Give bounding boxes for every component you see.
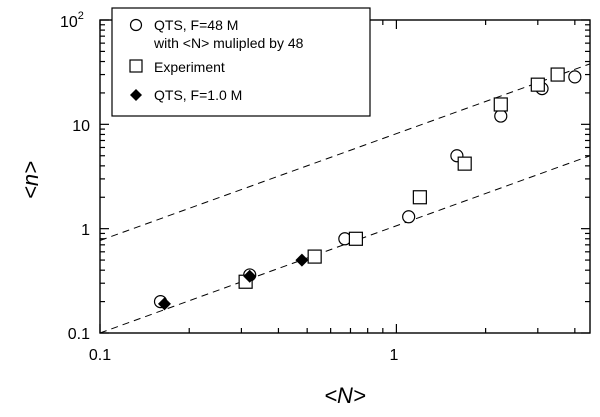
dashed-reference-line-1 [99,155,591,334]
point-qts-1 [157,297,171,311]
y-tick-label-100: 102 [60,10,84,31]
y-tick-label-100-base: 10 [60,14,78,31]
legend-box [111,7,371,117]
point-experiment [457,156,472,171]
x-tick-label-1: 1 [390,347,399,364]
y-tick-label-10: 10 [72,118,90,135]
legend-marker-square [129,59,143,73]
point-experiment [348,231,363,246]
x-axis-label: <N> [324,383,366,408]
reference-lines [99,63,591,334]
y-tick-label-100-exponent: 2 [78,10,84,22]
x-tick-label-0.1: 0.1 [89,347,111,364]
point-qts-1 [295,253,309,267]
legend-label-experiment: Experiment [154,59,225,75]
legend-marker-circle [129,18,143,32]
legend-label-qts-48-line2: with <N> mulipled by 48 [153,35,304,51]
data-points [153,67,582,311]
point-qts-48 [494,109,508,123]
point-experiment [550,67,565,82]
legend-label-qts-1: QTS, F=1.0 M [154,87,242,103]
point-experiment [530,77,545,92]
point-experiment [307,249,322,264]
legend-label-qts-48: QTS, F=48 M [154,17,238,33]
legend: QTS, F=48 M with <N> mulipled by 48 Expe… [111,7,371,117]
point-qts-48 [402,210,416,224]
point-experiment [493,97,508,112]
point-qts-1 [243,269,257,283]
dashed-reference-line-2 [99,63,591,241]
legend-marker-diamond [130,89,142,101]
y-tick-label-0.1: 0.1 [68,326,90,343]
point-qts-48 [568,70,582,84]
point-experiment [412,190,427,205]
y-tick-label-1: 1 [81,222,90,239]
y-axis-label: <n> [18,161,43,199]
